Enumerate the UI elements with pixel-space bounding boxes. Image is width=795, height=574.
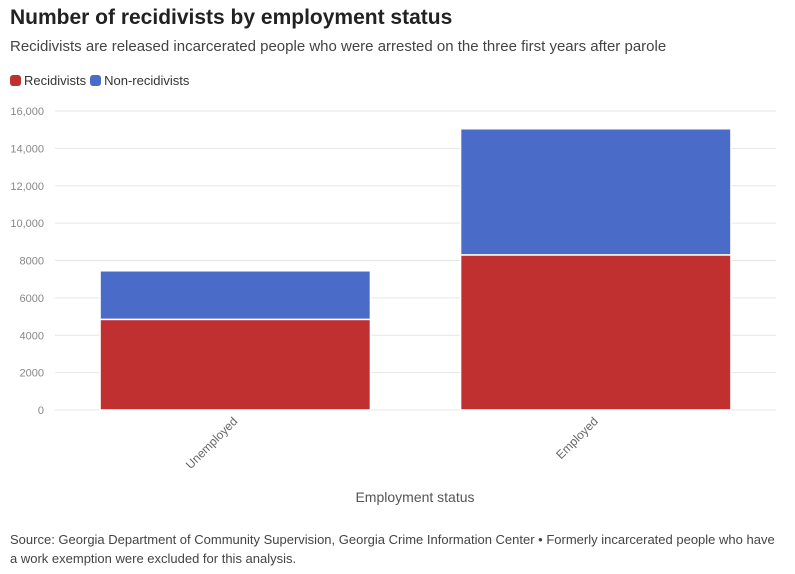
y-tick-label: 16,000 [10, 106, 44, 118]
legend-swatch-non-recidivists [90, 75, 102, 86]
bar-non-recidivists-unemployed[interactable] [99, 270, 372, 321]
y-tick-label: 0 [38, 405, 44, 417]
x-tick-label: Employed [553, 414, 601, 462]
y-tick-label: 6000 [20, 293, 44, 305]
x-tick-label: Unemployed [183, 414, 241, 472]
legend-swatch-recidivists [10, 75, 21, 86]
y-tick-label: 12,000 [10, 181, 44, 193]
legend-item-non-recidivists[interactable]: Non-recidivists [90, 73, 189, 88]
bar-non-recidivists-employed[interactable] [459, 128, 732, 256]
y-tick-label: 10,000 [10, 218, 44, 230]
y-tick-label: 8000 [20, 256, 44, 268]
chart-subtitle: Recidivists are released incarcerated pe… [10, 38, 667, 55]
bar-recidivists-unemployed[interactable] [99, 318, 372, 411]
chart-title: Number of recidivists by employment stat… [10, 6, 453, 29]
bar-recidivists-employed[interactable] [459, 254, 732, 411]
bars [99, 128, 732, 411]
y-tick-label: 14,000 [10, 143, 44, 155]
legend-label-non-recidivists: Non-recidivists [104, 73, 190, 88]
source-note: Source: Georgia Department of Community … [10, 532, 775, 566]
y-tick-label: 2000 [20, 368, 44, 380]
y-tick-label: 4000 [20, 330, 44, 342]
x-axis-ticks: Unemployed Employed [183, 414, 601, 472]
legend-label-recidivists: Recidivists [24, 73, 87, 88]
y-axis-ticks: 0 2000 4000 6000 8000 10,000 12,000 14,000 16,00… [10, 106, 44, 417]
x-axis-title: Employment status [355, 489, 474, 505]
legend: Recidivists Non-recidivists [10, 73, 193, 88]
chart-area: 0 2000 4000 6000 8000 10,000 12,000 14,000 16,00… [10, 106, 776, 505]
legend-item-recidivists[interactable]: Recidivists [10, 73, 86, 88]
